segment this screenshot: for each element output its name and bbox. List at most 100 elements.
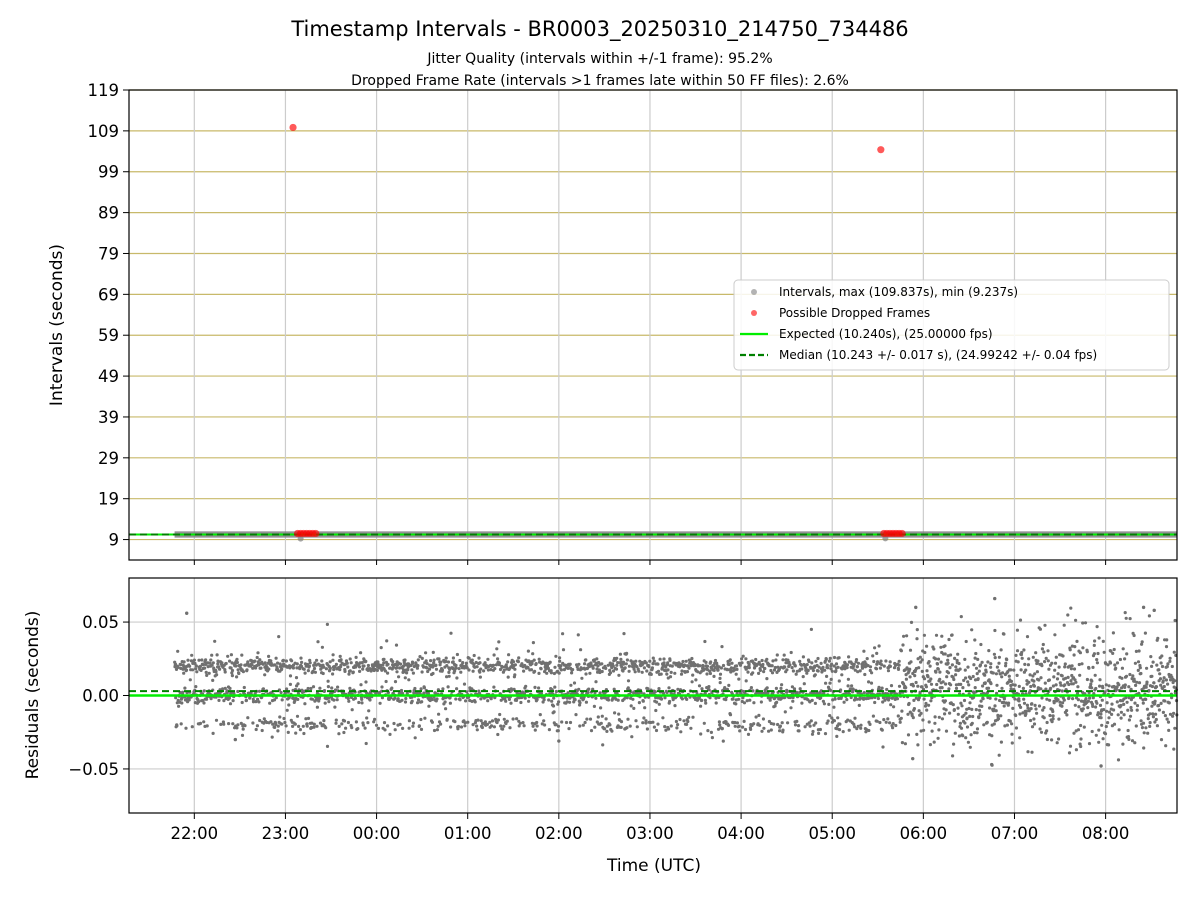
- residual-point: [1052, 701, 1056, 705]
- residual-point: [1088, 711, 1092, 716]
- residual-point: [640, 670, 644, 674]
- residual-point: [207, 671, 211, 675]
- residual-point: [743, 727, 748, 732]
- residual-point: [792, 687, 797, 691]
- residual-point: [410, 668, 414, 672]
- residual-point: [930, 729, 934, 733]
- residual-point: [307, 664, 311, 668]
- residual-point: [490, 719, 495, 723]
- residual-point: [1051, 717, 1055, 721]
- residual-point: [1027, 709, 1031, 713]
- residual-point: [998, 698, 1002, 703]
- residual-point: [990, 734, 994, 738]
- residual-point: [622, 632, 626, 636]
- residual-point: [1051, 714, 1055, 718]
- residual-point: [423, 716, 427, 720]
- residual-point: [878, 720, 882, 725]
- residual-point: [489, 668, 493, 672]
- residual-point: [1017, 684, 1021, 689]
- residual-point: [1164, 645, 1169, 649]
- residual-point: [915, 732, 919, 737]
- residual-point: [343, 669, 347, 674]
- residual-point: [230, 674, 234, 678]
- residual-point: [1154, 717, 1158, 722]
- dropped-frame-point: [877, 146, 885, 154]
- residual-point: [973, 656, 977, 660]
- residual-point: [1124, 616, 1128, 620]
- residual-point: [760, 729, 764, 733]
- residual-point: [1054, 683, 1058, 687]
- residual-point: [929, 682, 934, 686]
- residual-point: [1029, 718, 1033, 723]
- residual-point: [880, 728, 884, 732]
- residual-point: [199, 668, 203, 673]
- residual-point: [443, 700, 447, 704]
- residual-point: [498, 712, 502, 717]
- residual-point: [422, 691, 426, 695]
- residual-point: [752, 701, 756, 705]
- residual-point: [1171, 714, 1175, 718]
- residual-point: [548, 660, 552, 664]
- residual-point: [228, 702, 233, 706]
- residual-point: [445, 664, 449, 668]
- residual-point: [1071, 697, 1075, 701]
- residual-point: [947, 687, 951, 691]
- residual-point: [718, 672, 723, 676]
- residual-point: [486, 657, 490, 661]
- residual-point: [240, 733, 245, 738]
- residual-point: [642, 666, 647, 670]
- residual-point: [1015, 649, 1020, 653]
- residual-point: [811, 729, 815, 734]
- residual-point: [780, 696, 784, 700]
- residual-point: [1120, 686, 1124, 690]
- residual-point: [344, 726, 348, 730]
- residual-point: [908, 667, 912, 671]
- residual-point: [1064, 676, 1068, 680]
- residual-point: [664, 728, 668, 732]
- residual-point: [561, 648, 566, 652]
- residual-point: [858, 669, 862, 673]
- residual-point: [403, 676, 407, 680]
- residual-point: [945, 675, 949, 679]
- residual-point: [182, 671, 186, 675]
- residual-point: [1077, 662, 1081, 667]
- residual-point: [1087, 666, 1091, 670]
- residual-point: [215, 673, 219, 677]
- residual-point: [978, 663, 983, 667]
- residual-point: [416, 664, 420, 668]
- residual-point: [1010, 732, 1014, 736]
- residual-point: [925, 644, 929, 648]
- residual-point: [1066, 675, 1070, 680]
- residual-point: [875, 651, 879, 656]
- residual-point: [699, 704, 703, 708]
- residual-point: [576, 633, 580, 637]
- residual-point: [571, 668, 575, 672]
- residual-point: [896, 714, 900, 718]
- residual-point: [922, 677, 927, 681]
- residual-point: [245, 668, 249, 672]
- residual-point: [461, 661, 465, 665]
- residual-point: [1154, 685, 1159, 689]
- residual-point: [584, 658, 588, 662]
- residual-point: [668, 675, 673, 679]
- residual-point: [241, 670, 245, 674]
- residual-point: [220, 661, 224, 665]
- residual-point: [285, 687, 289, 691]
- residual-point: [827, 659, 832, 663]
- residual-point: [625, 696, 629, 700]
- residual-point: [291, 724, 295, 729]
- residual-point: [889, 703, 893, 707]
- residual-point: [1102, 708, 1106, 712]
- residual-extreme-point: [911, 756, 915, 761]
- residual-point: [964, 711, 968, 715]
- residual-point: [570, 671, 574, 675]
- residual-point: [925, 669, 929, 673]
- residual-point: [952, 708, 957, 712]
- residual-point: [1165, 638, 1169, 642]
- residual-point: [489, 724, 494, 728]
- residual-point: [923, 704, 928, 708]
- residual-point: [260, 728, 264, 733]
- residual-point: [1032, 679, 1036, 683]
- residual-point: [1056, 672, 1060, 676]
- residual-point: [977, 716, 981, 720]
